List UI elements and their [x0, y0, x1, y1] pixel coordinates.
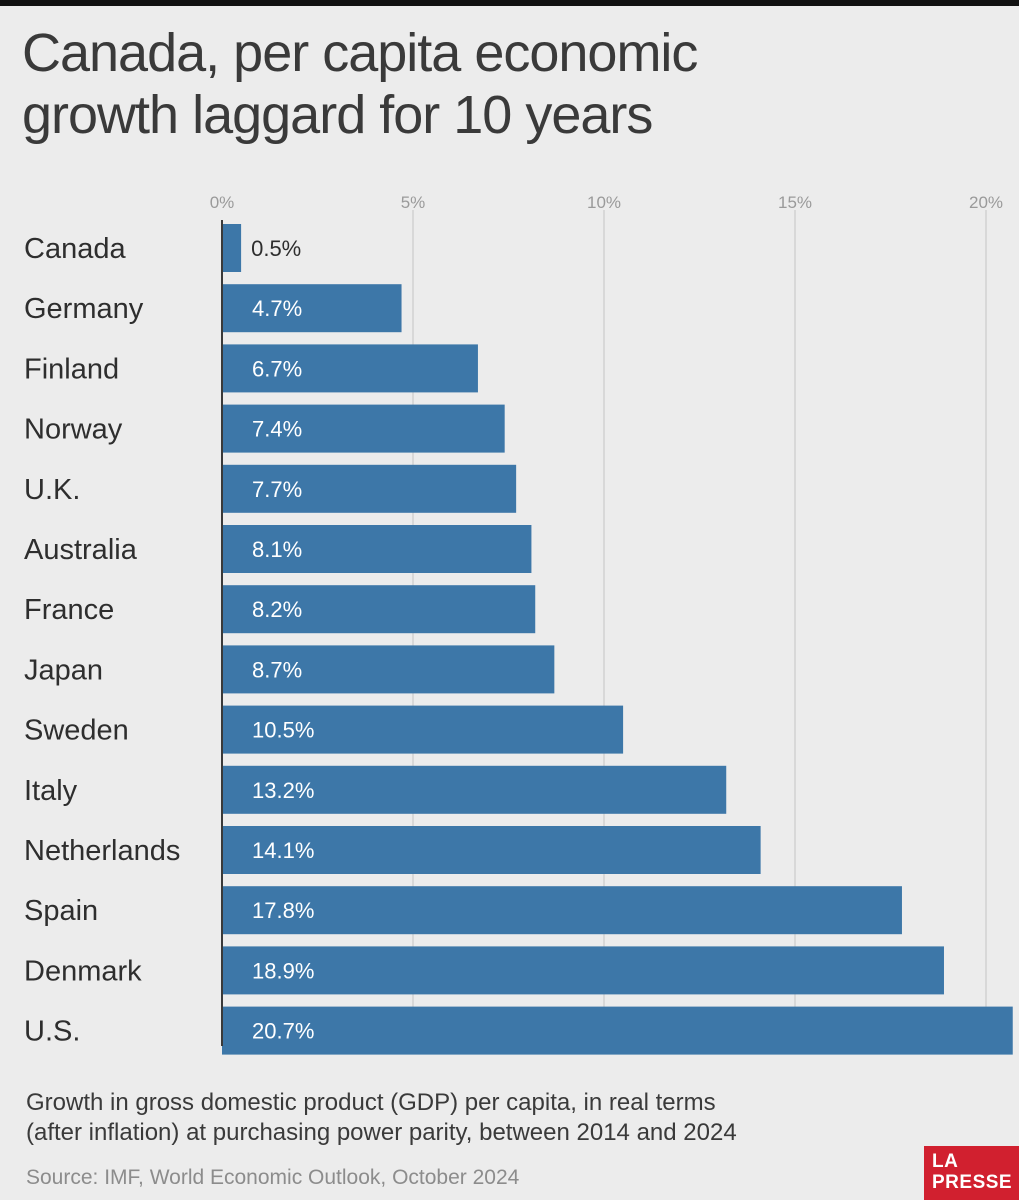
value-label: 8.2%	[252, 597, 302, 622]
value-labels: 0.5% 4.7% 6.7% 7.4% 7.7% 8.1% 8.2% 8.7% 10.5% 13.…	[251, 236, 314, 1044]
value-label: 0.5%	[251, 236, 301, 261]
bar	[222, 224, 242, 272]
bar	[222, 705, 624, 754]
value-label: 18.9%	[252, 958, 314, 983]
caption-line-2: (after inflation) at purchasing power pa…	[26, 1119, 737, 1146]
country-label: Finland	[24, 353, 119, 385]
value-label: 8.7%	[252, 657, 302, 682]
caption-line-1: Growth in gross domestic product (GDP) p…	[26, 1089, 716, 1116]
value-label: 17.8%	[252, 898, 314, 923]
bar	[222, 946, 944, 995]
value-label: 14.1%	[252, 838, 314, 863]
country-label: Australia	[24, 534, 138, 566]
value-label: 8.1%	[252, 537, 302, 562]
country-label: Japan	[24, 654, 103, 686]
value-label: 7.7%	[252, 477, 302, 502]
x-tick-label: 20%	[969, 193, 1003, 212]
x-tick-label: 5%	[401, 193, 426, 212]
bar	[222, 826, 761, 874]
bar	[222, 525, 532, 573]
country-label: Germany	[24, 293, 144, 325]
country-label: Denmark	[24, 955, 142, 987]
x-tick-label: 15%	[778, 193, 812, 212]
country-label: Sweden	[24, 715, 129, 747]
la-presse-logo: LA PRESSE	[924, 1146, 1019, 1200]
bar	[222, 1006, 1013, 1055]
country-label: Spain	[24, 895, 98, 927]
country-label: France	[24, 594, 114, 626]
bar	[222, 464, 517, 513]
value-label: 7.4%	[252, 417, 302, 442]
chart-title-line-1: Canada, per capita economic	[22, 23, 698, 83]
bar	[222, 404, 505, 453]
top-rule	[0, 0, 1019, 6]
source-note: Source: IMF, World Economic Outlook, Oct…	[26, 1166, 520, 1189]
value-label: 6.7%	[252, 356, 302, 381]
value-label: 10.5%	[252, 718, 314, 743]
x-tick-label: 0%	[210, 193, 235, 212]
bar	[222, 886, 902, 935]
country-label: U.K.	[24, 474, 80, 506]
bar	[222, 645, 555, 694]
country-labels: Canada Germany Finland Norway U.K. Australia F…	[24, 233, 180, 1048]
logo-line-2: PRESSE	[932, 1172, 1013, 1193]
logo-line-1: LA	[932, 1151, 959, 1172]
chart-caption: Growth in gross domestic product (GDP) p…	[26, 1088, 906, 1148]
country-label: U.S.	[24, 1016, 80, 1048]
value-label: 4.7%	[252, 296, 302, 321]
bar	[222, 585, 536, 634]
country-label: Italy	[24, 775, 78, 807]
bars	[222, 224, 1013, 1055]
bar	[222, 344, 478, 393]
bar-chart: 0% 5% 10% 15% 20% Canada Germany Finland Norway…	[24, 193, 1013, 1055]
value-label: 13.2%	[252, 778, 314, 803]
country-label: Canada	[24, 233, 126, 265]
x-tick-labels: 0% 5% 10% 15% 20%	[210, 193, 1003, 212]
value-label: 20.7%	[252, 1019, 314, 1044]
chart-title-line-2: growth laggard for 10 years	[22, 85, 653, 145]
chart-title: Canada, per capita economic growth lagga…	[22, 22, 982, 146]
bar	[222, 765, 727, 814]
x-tick-label: 10%	[587, 193, 621, 212]
country-label: Netherlands	[24, 835, 180, 867]
country-label: Norway	[24, 414, 123, 446]
bar	[222, 284, 402, 333]
